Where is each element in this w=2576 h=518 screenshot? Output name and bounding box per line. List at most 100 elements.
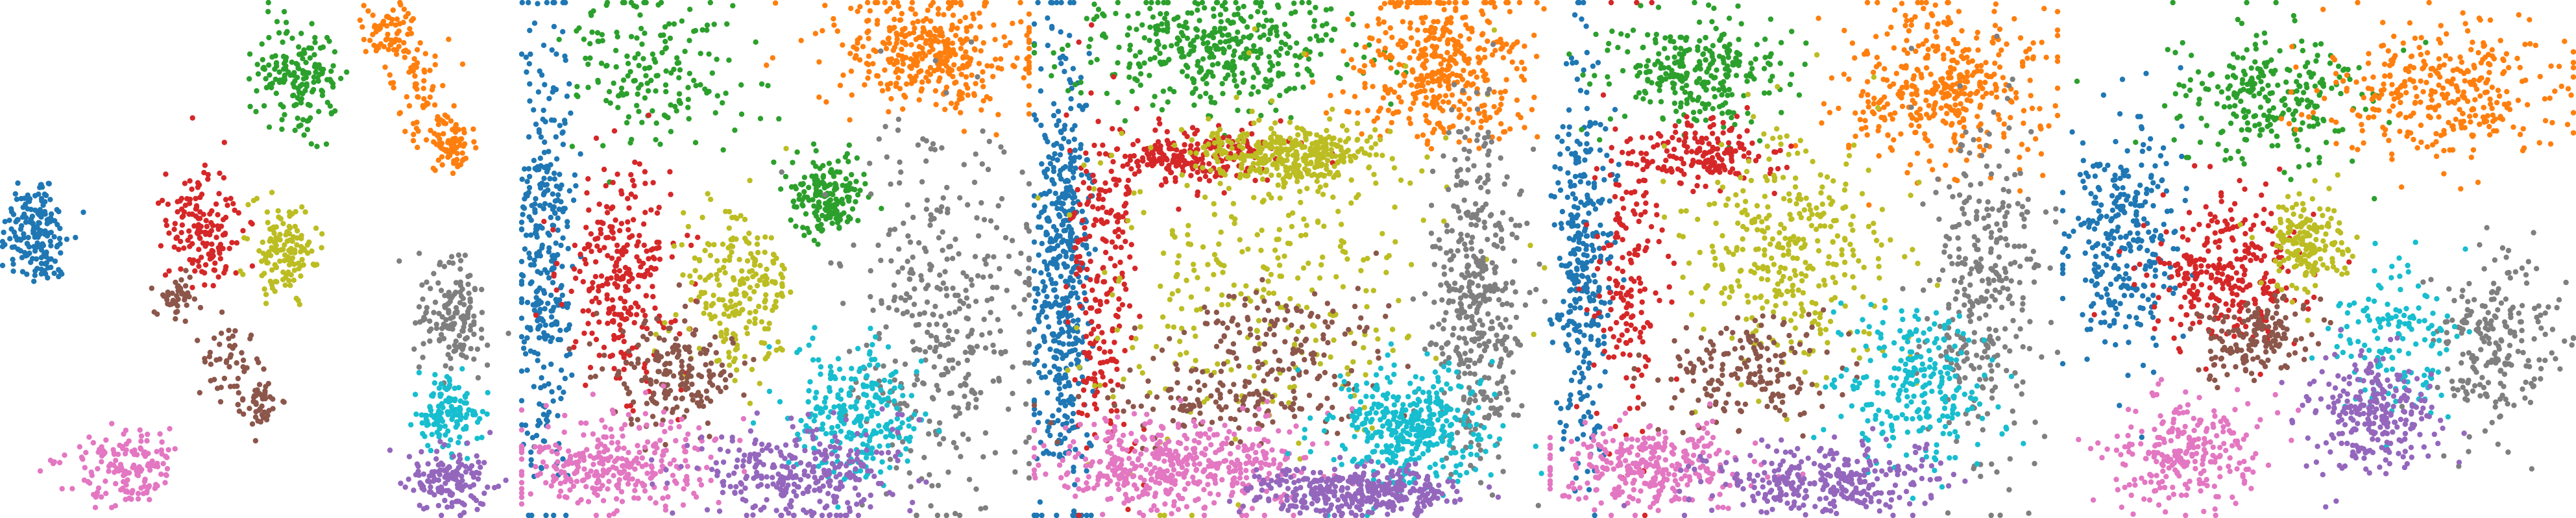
point-blue	[1073, 335, 1078, 341]
point-orange	[957, 18, 963, 25]
point-orange	[963, 82, 969, 88]
point-brown	[235, 402, 241, 408]
point-blue	[0, 243, 6, 249]
point-pink	[123, 482, 129, 488]
point-red	[217, 256, 224, 262]
point-pink	[117, 442, 123, 449]
point-blue	[528, 449, 534, 455]
point-orange	[910, 20, 916, 26]
point-red	[669, 254, 675, 260]
point-red	[209, 208, 215, 214]
point-olive	[701, 310, 707, 316]
point-orange	[978, 107, 984, 113]
point-pink	[149, 458, 155, 464]
point-brown	[683, 386, 689, 393]
point-purple	[463, 469, 469, 475]
point-purple	[456, 465, 461, 471]
point-pink	[708, 454, 714, 460]
point-purple	[923, 479, 929, 485]
point-blue	[28, 219, 34, 225]
point-pink	[77, 444, 83, 450]
point-blue	[1056, 386, 1062, 392]
point-gray	[463, 354, 469, 360]
point-gray	[1019, 169, 1025, 175]
point-purple	[468, 463, 475, 469]
point-red	[229, 240, 235, 245]
point-cyan	[812, 395, 818, 401]
point-purple	[457, 452, 463, 458]
point-olive	[291, 267, 298, 273]
point-orange	[394, 47, 400, 53]
point-orange	[965, 92, 971, 98]
point-pink	[578, 497, 584, 503]
point-cyan	[887, 378, 893, 385]
point-olive	[709, 302, 714, 308]
point-olive	[755, 235, 760, 241]
point-gray	[937, 272, 943, 278]
point-orange	[401, 48, 407, 55]
point-pink	[556, 445, 563, 451]
point-blue	[1064, 414, 1070, 421]
point-brown	[206, 354, 213, 360]
point-green	[738, 111, 745, 117]
point-olive	[245, 202, 251, 208]
point-blue	[1080, 242, 1086, 248]
point-orange	[932, 88, 938, 94]
point-orange	[879, 88, 886, 93]
point-blue	[1054, 294, 1060, 300]
point-cyan	[887, 389, 893, 395]
point-purple	[821, 457, 828, 463]
point-blue	[48, 264, 54, 271]
point-green	[753, 39, 759, 45]
point-olive	[752, 320, 758, 327]
point-pink	[600, 498, 607, 504]
point-olive	[747, 310, 753, 316]
point-brown	[693, 393, 699, 399]
point-orange	[365, 8, 371, 14]
point-red	[646, 256, 651, 262]
point-blue	[531, 384, 537, 389]
point-red	[216, 191, 222, 197]
point-blue	[48, 229, 55, 236]
point-orange	[958, 110, 964, 116]
point-green	[732, 127, 738, 133]
point-red	[614, 283, 621, 289]
point-gray	[907, 239, 914, 245]
point-red	[178, 195, 185, 201]
point-brown	[254, 387, 260, 393]
point-green	[826, 160, 832, 166]
point-blue	[550, 223, 557, 228]
point-blue	[1063, 56, 1069, 62]
point-pink	[632, 487, 638, 493]
point-gray	[904, 309, 910, 315]
point-olive	[716, 267, 723, 273]
point-gray	[921, 381, 927, 387]
point-green	[613, 47, 619, 54]
point-pink	[109, 421, 115, 426]
point-orange	[414, 47, 420, 53]
point-blue	[23, 215, 29, 221]
point-olive	[743, 291, 749, 297]
point-brown	[656, 335, 662, 341]
point-blue	[528, 462, 534, 468]
point-brown	[707, 342, 713, 348]
point-red	[626, 227, 631, 233]
point-green	[293, 101, 299, 108]
point-pink	[585, 499, 592, 504]
point-gray	[934, 338, 940, 343]
point-brown	[164, 297, 170, 302]
point-cyan	[474, 436, 480, 441]
point-red	[204, 241, 210, 247]
point-brown	[240, 357, 247, 364]
point-blue	[1066, 187, 1073, 193]
point-orange	[912, 11, 918, 17]
point-green	[279, 117, 285, 123]
point-purple	[817, 441, 823, 447]
point-gray	[436, 310, 442, 317]
point-gray	[958, 383, 964, 389]
point-red	[688, 242, 694, 249]
point-red	[181, 245, 187, 251]
point-purple	[829, 451, 834, 457]
point-orange	[977, 10, 982, 16]
point-green	[323, 141, 330, 147]
